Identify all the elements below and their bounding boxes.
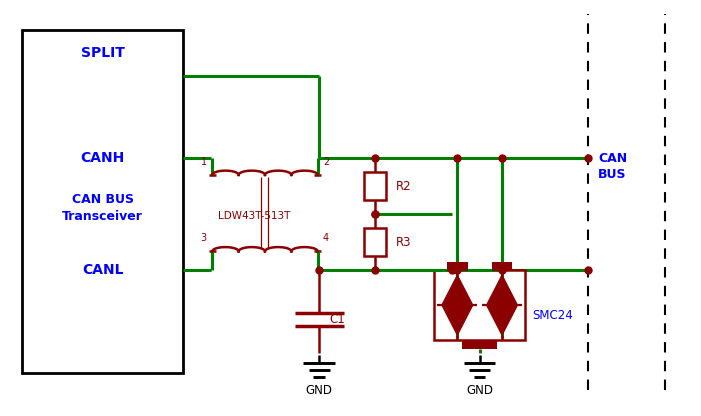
Text: CANH: CANH [81, 151, 125, 166]
Bar [435, 270, 525, 340]
Text: 1: 1 [200, 157, 207, 167]
Polygon shape [486, 305, 517, 335]
Text: CAN BUS
Transceiver: CAN BUS Transceiver [62, 193, 143, 223]
Text: SMC24: SMC24 [532, 309, 573, 322]
Text: C1: C1 [329, 313, 346, 326]
Bar [364, 172, 386, 200]
Text: LDW43T-513T: LDW43T-513T [218, 211, 290, 221]
Polygon shape [486, 275, 517, 305]
Text: SPLIT: SPLIT [81, 46, 125, 60]
Text: GND: GND [306, 384, 332, 397]
Text: 4: 4 [323, 233, 329, 243]
Bar [462, 340, 497, 349]
Text: CAN
BUS: CAN BUS [599, 152, 627, 181]
Text: 2: 2 [323, 157, 329, 167]
Text: GND: GND [466, 384, 494, 397]
Bar [447, 262, 468, 271]
Bar [491, 262, 512, 271]
Polygon shape [442, 305, 472, 335]
Text: R3: R3 [396, 235, 411, 249]
Polygon shape [442, 275, 472, 305]
Bar [22, 30, 183, 373]
Text: R2: R2 [396, 180, 411, 193]
Text: 3: 3 [200, 233, 207, 243]
Bar [364, 228, 386, 256]
Text: CANL: CANL [82, 263, 123, 277]
